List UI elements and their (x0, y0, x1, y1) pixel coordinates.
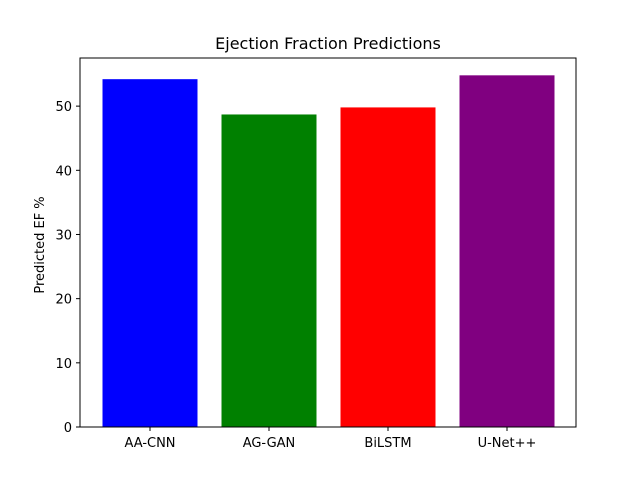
y-tick-label: 40 (55, 164, 72, 179)
plot-frame (79, 57, 577, 428)
bar-u-net (459, 75, 555, 427)
x-tick-label: AA-CNN (124, 436, 175, 451)
chart-title: Ejection Fraction Predictions (215, 34, 441, 53)
x-tick-label: AG-GAN (243, 436, 296, 451)
x-tick-label: BiLSTM (364, 436, 411, 451)
bar-aa-cnn (102, 79, 198, 427)
y-axis-label: Predicted EF % (33, 196, 48, 293)
x-axis: AA-CNN AG-GAN BiLSTM U-Net++ (124, 427, 536, 451)
bar-ag-gan (221, 114, 317, 427)
y-tick-label: 50 (55, 100, 72, 115)
y-axis: 0 10 20 30 40 50 (55, 100, 80, 436)
bar-bilstm (340, 107, 436, 427)
bars-layer (102, 75, 555, 427)
y-tick-label: 30 (55, 228, 72, 243)
y-tick-label: 20 (55, 293, 72, 308)
y-tick-label: 10 (55, 357, 72, 372)
y-tick-label: 0 (64, 421, 72, 436)
x-tick-label: U-Net++ (478, 436, 537, 451)
